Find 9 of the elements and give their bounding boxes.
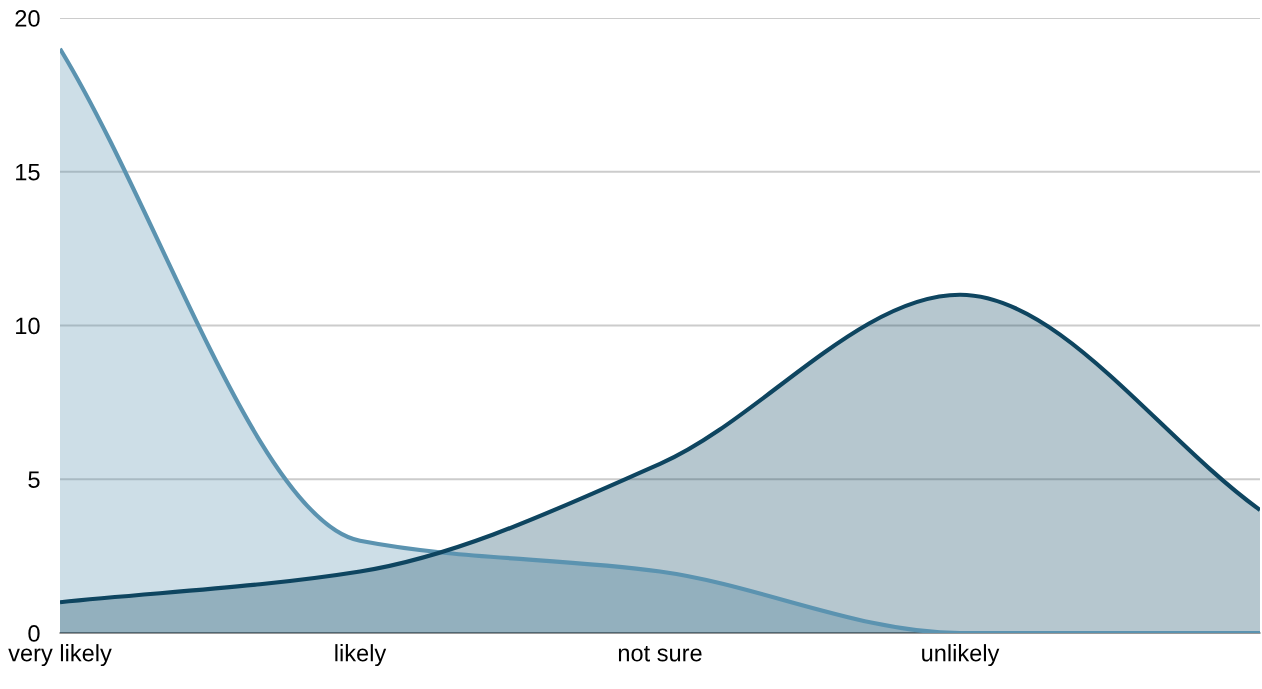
y-tick-label: 15 [16,164,40,181]
x-tick-label: unlikely [922,644,1000,667]
y-tick-label: 20 [15,10,40,27]
x-tick-label: very likely [8,644,112,667]
x-tick-label: not sure [618,645,702,662]
x-tick-label: likely [335,644,387,667]
y-tick-label: 5 [28,471,40,489]
y-tick-label: 0 [28,625,40,642]
y-tick-label: 10 [16,317,40,335]
